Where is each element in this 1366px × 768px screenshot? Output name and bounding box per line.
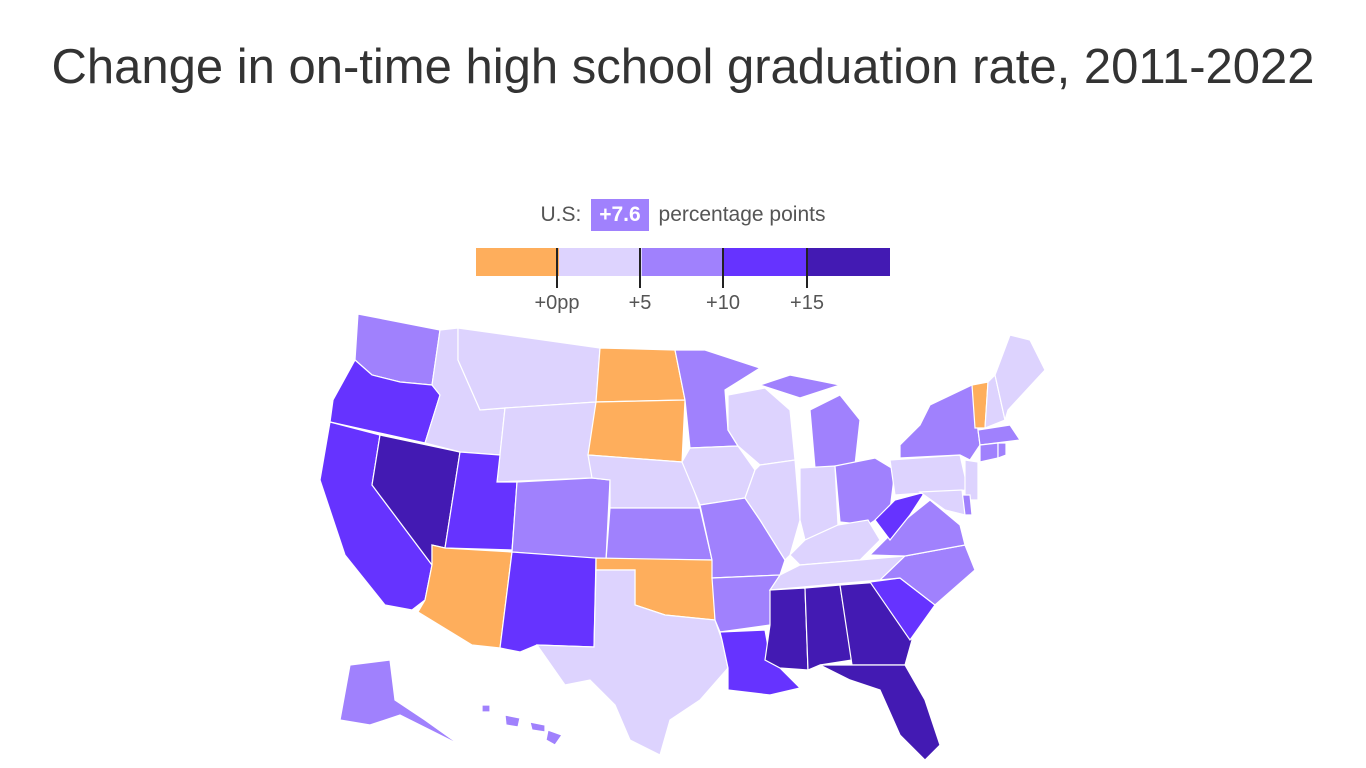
state-mt <box>457 327 601 411</box>
state-hi <box>529 721 546 733</box>
state-fl <box>819 664 941 761</box>
state-wv <box>874 491 927 541</box>
legend-tick-label: +10 <box>706 292 740 314</box>
state-co <box>511 477 611 561</box>
state-ny <box>899 384 981 461</box>
state-me <box>994 334 1046 423</box>
legend-tick-label: +5 <box>628 292 652 314</box>
state-ri <box>997 442 1007 459</box>
state-hi <box>504 714 521 728</box>
chart-title: Change in on-time high school graduation… <box>51 40 1315 94</box>
state-wy <box>496 401 597 483</box>
state-al <box>804 584 853 671</box>
state-md <box>918 489 966 516</box>
state-ms <box>764 587 809 671</box>
state-ma <box>977 424 1022 446</box>
legend-tick <box>556 248 558 288</box>
state-ar <box>711 574 781 633</box>
state-hi <box>481 704 491 713</box>
state-il <box>744 459 801 561</box>
state-ks <box>605 507 713 561</box>
color-legend <box>476 248 890 276</box>
state-nm <box>499 551 597 653</box>
us-summary: U.S: +7.6 percentage points <box>0 199 1366 231</box>
state-nd <box>595 347 686 403</box>
legend-tick <box>639 248 641 288</box>
legend-tick <box>722 248 724 288</box>
state-ct <box>979 442 999 463</box>
state-miu <box>758 374 843 399</box>
legend-bin-2 <box>641 248 725 276</box>
state-nj <box>964 459 979 501</box>
state-tx <box>535 569 729 756</box>
us-value-badge: +7.6 <box>591 199 649 231</box>
us-unit: percentage points <box>658 203 826 226</box>
legend-bin-0 <box>476 248 559 276</box>
state-la <box>719 629 802 696</box>
legend-tick <box>806 248 808 288</box>
state-ak <box>339 659 461 746</box>
state-sd <box>587 399 686 463</box>
legend-tick-label: +0pp <box>534 292 580 314</box>
state-az <box>417 544 513 649</box>
state-pa <box>889 454 969 496</box>
state-mi <box>809 394 861 469</box>
legend-bin-1 <box>558 248 642 276</box>
legend-tick-label: +15 <box>790 292 824 314</box>
legend-bin-3 <box>724 248 808 276</box>
legend-bin-4 <box>807 248 890 276</box>
state-hi <box>545 729 563 746</box>
us-label: U.S: <box>540 203 582 226</box>
